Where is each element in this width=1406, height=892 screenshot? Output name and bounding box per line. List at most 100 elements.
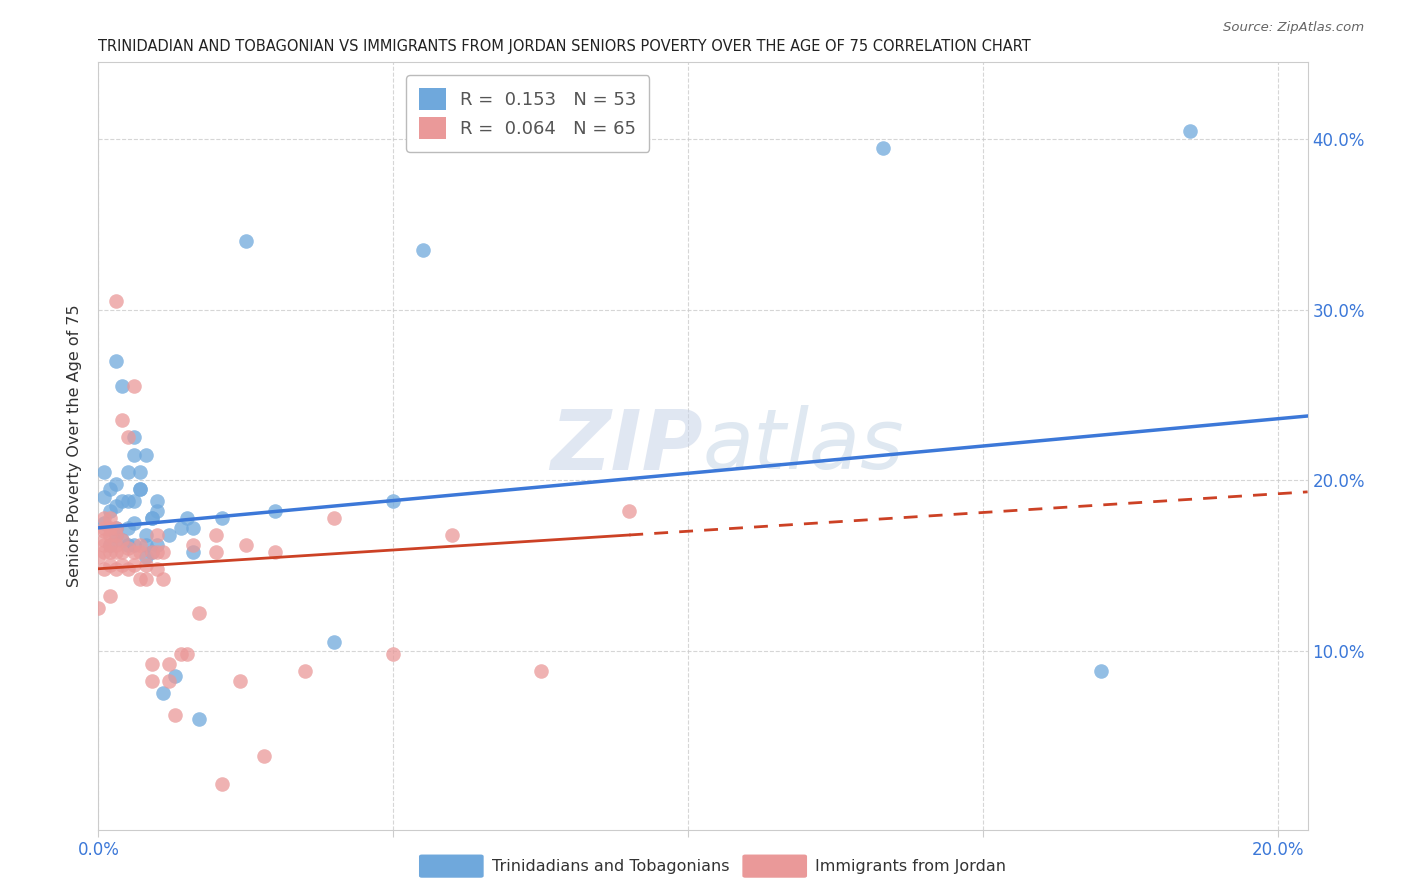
Point [235,235,257,249]
Point [105,544,128,558]
Point [530,664,553,678]
Point [122,544,145,558]
Text: atlas: atlas [703,406,904,486]
Point [122,493,145,508]
Point [141,674,163,689]
Point [105,499,128,513]
Point [93,538,115,552]
Point [117,562,139,576]
Point [146,538,169,552]
Point [323,635,346,649]
Point [111,533,134,547]
Point [105,527,128,541]
Text: Immigrants from Jordan: Immigrants from Jordan [815,859,1007,873]
Text: TRINIDADIAN AND TOBAGONIAN VS IMMIGRANTS FROM JORDAN SENIORS POVERTY OVER THE AG: TRINIDADIAN AND TOBAGONIAN VS IMMIGRANTS… [98,39,1031,54]
Point [135,572,157,586]
Point [294,664,316,678]
Text: ZIP: ZIP [550,406,703,486]
Point [176,510,198,524]
Point [170,647,193,661]
Point [872,141,894,155]
Point [128,544,150,558]
Point [105,476,128,491]
Point [135,527,157,541]
Point [181,544,204,558]
Point [152,686,174,700]
Point [117,521,139,535]
Point [128,465,150,479]
Point [181,538,204,552]
Point [93,521,115,535]
Point [98,544,121,558]
Point [105,521,128,535]
Point [1178,123,1201,137]
Legend: R =  0.153   N = 53, R =  0.064   N = 65: R = 0.153 N = 53, R = 0.064 N = 65 [406,75,650,152]
Point [170,521,193,535]
Point [93,510,115,524]
Point [619,504,641,518]
Point [111,379,134,393]
Point [135,549,157,564]
Point [105,527,128,541]
Point [93,562,115,576]
Point [98,589,121,603]
Point [235,538,257,552]
Point [205,527,228,541]
Point [264,504,287,518]
Point [122,379,145,393]
Point [229,674,252,689]
Point [135,558,157,573]
Point [117,541,139,556]
Point [98,510,121,524]
Point [412,243,434,257]
Point [87,549,110,564]
Point [105,353,128,368]
Point [105,538,128,552]
Point [117,430,139,444]
Point [98,504,121,518]
Point [98,558,121,573]
Point [146,562,169,576]
Point [117,465,139,479]
Point [135,448,157,462]
Text: Trinidadians and Tobagonians: Trinidadians and Tobagonians [492,859,730,873]
Point [157,657,180,672]
Point [181,521,204,535]
Point [93,516,115,530]
Point [128,572,150,586]
Point [146,504,169,518]
Point [98,527,121,541]
Point [382,493,405,508]
Point [122,558,145,573]
Point [93,544,115,558]
Point [117,538,139,552]
Point [264,544,287,558]
Point [146,493,169,508]
Point [98,482,121,496]
Point [111,533,134,547]
Point [98,538,121,552]
Point [128,482,150,496]
Point [211,510,233,524]
Point [146,544,169,558]
Point [141,510,163,524]
Point [187,712,209,726]
Point [146,527,169,541]
Point [98,521,121,535]
Point [111,413,134,427]
Point [128,482,150,496]
Point [122,516,145,530]
Point [141,544,163,558]
Point [141,510,163,524]
Point [141,657,163,672]
Text: Source: ZipAtlas.com: Source: ZipAtlas.com [1223,21,1364,34]
Point [122,448,145,462]
Y-axis label: Seniors Poverty Over the Age of 75: Seniors Poverty Over the Age of 75 [67,305,83,587]
Point [152,544,174,558]
Point [152,572,174,586]
Point [135,538,157,552]
Point [323,510,346,524]
Point [98,538,121,552]
Point [176,647,198,661]
Point [122,538,145,552]
